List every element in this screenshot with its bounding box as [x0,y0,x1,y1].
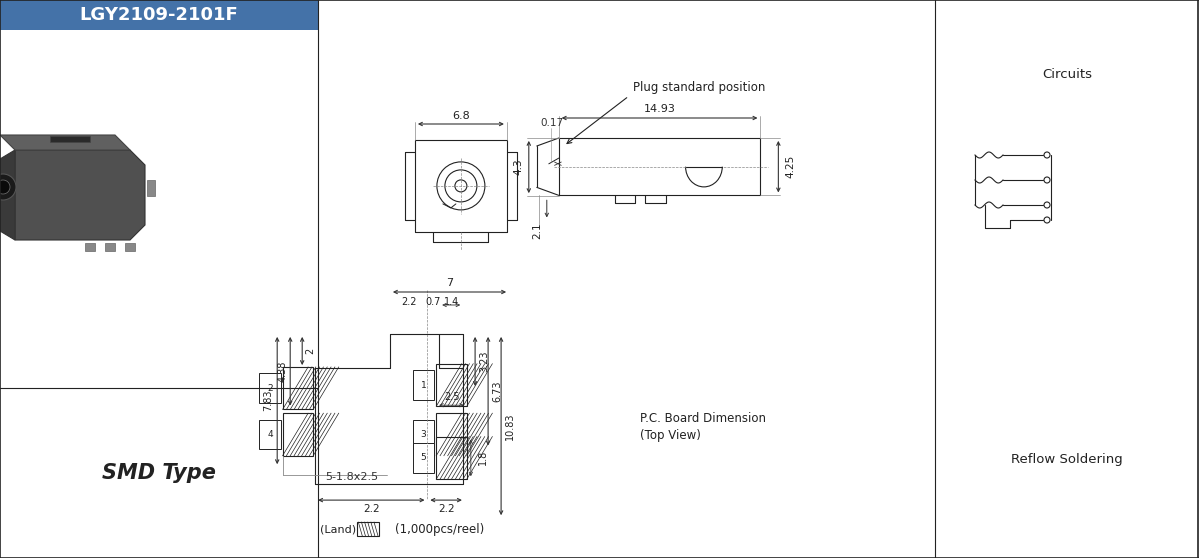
Text: 2.5: 2.5 [444,392,459,402]
Text: 6.73: 6.73 [492,381,502,402]
Bar [436,413,466,456]
Text: 2: 2 [306,348,315,354]
Bar [0,0,318,30]
Text: 6.8: 6.8 [452,111,470,121]
Text: (Top View): (Top View) [640,429,701,441]
Circle shape [0,174,16,200]
Bar [412,443,434,473]
Bar [357,522,379,536]
Text: (1,000pcs/reel): (1,000pcs/reel) [396,523,484,536]
Text: 4.3: 4.3 [514,158,524,175]
Text: 7: 7 [446,278,453,288]
Bar [283,367,313,410]
Bar [412,420,434,449]
Bar [436,436,466,479]
Text: 7.83: 7.83 [264,390,273,411]
Bar [259,420,281,449]
Text: Circuits: Circuits [1042,69,1092,81]
Text: SMD Type: SMD Type [102,463,216,483]
Text: 3.23: 3.23 [480,351,489,372]
Text: 4: 4 [267,430,272,439]
Text: 1.4: 1.4 [444,297,459,307]
Text: Reflow Soldering: Reflow Soldering [1011,454,1123,466]
Circle shape [0,180,10,194]
Polygon shape [0,150,16,240]
Bar [283,413,313,456]
Polygon shape [16,150,145,240]
Text: 2: 2 [267,384,272,393]
Text: 2.2: 2.2 [363,504,380,514]
Text: 4.25: 4.25 [785,155,795,179]
Text: LGY2109-2101F: LGY2109-2101F [79,6,239,24]
Text: 10.83: 10.83 [505,412,516,440]
Text: 0.17: 0.17 [541,118,564,128]
Text: Plug standard position: Plug standard position [633,81,765,94]
Bar [50,136,90,142]
Text: 3: 3 [421,430,427,439]
Text: 1: 1 [421,381,427,389]
Text: 2.1: 2.1 [532,222,542,239]
Polygon shape [0,135,129,150]
Text: 5-1.8x2.5: 5-1.8x2.5 [325,472,379,482]
Bar [412,370,434,400]
Text: 2.2: 2.2 [438,504,454,514]
Text: 1.8: 1.8 [478,450,488,465]
Text: 0.7: 0.7 [426,297,441,307]
Text: 14.93: 14.93 [644,104,675,114]
Text: P.C. Board Dimension: P.C. Board Dimension [640,411,766,425]
Bar [106,243,115,251]
Bar [436,364,466,406]
Bar [125,243,135,251]
Text: 4.38: 4.38 [277,360,288,382]
Text: 2.2: 2.2 [400,297,416,307]
Bar [147,180,155,196]
Text: (Land): (Land) [320,524,356,534]
Bar [85,243,95,251]
Bar [259,373,281,403]
Text: 5: 5 [421,453,427,463]
